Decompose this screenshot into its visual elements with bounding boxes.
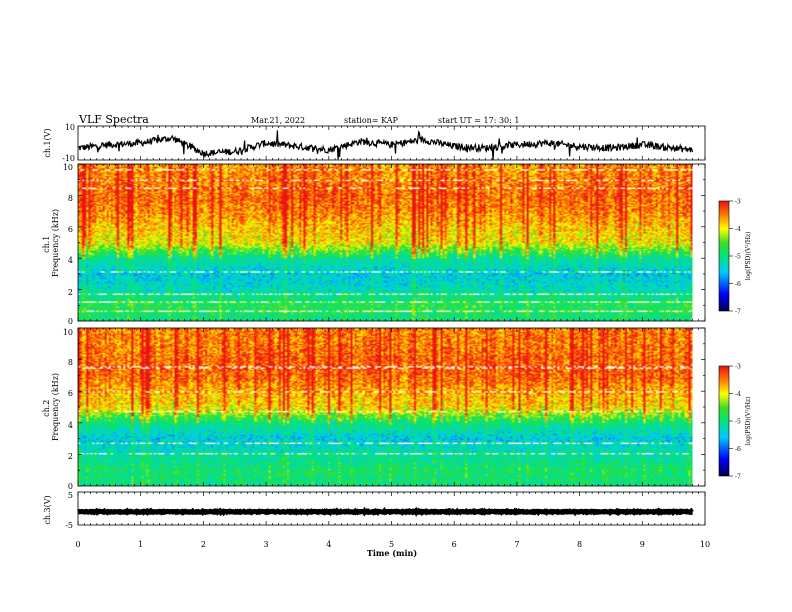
ch1-spectrogram-heatmap	[78, 164, 693, 321]
start-time-label: start UT = 17: 30: 1	[438, 116, 519, 125]
ch2-spectrogram-heatmap	[78, 328, 693, 486]
figure-title: VLF Spectra	[78, 113, 149, 126]
colorbar-tick-label: -5	[735, 419, 741, 426]
ch2-spec-ytick-4: 4	[68, 421, 73, 430]
ch1-spec-ytick-2: 2	[68, 288, 73, 297]
time-tick-label: 1	[138, 540, 143, 549]
ch2-spectrogram-panel: 0 2 4 6 8 10 ch.2 Frequency (kHz) -3 -4 -5…	[42, 327, 752, 491]
ch1-waveform-ticks	[77, 126, 706, 160]
ch3-waveform-ticks	[77, 492, 706, 525]
colorbar-tick-label: -6	[735, 446, 741, 453]
ch2-spec-ylabel-line2: Frequency (kHz)	[51, 373, 60, 441]
ch3-ytick-bottom: -5	[65, 521, 73, 530]
time-tick-label: 5	[389, 540, 394, 549]
time-tick-label: 6	[452, 540, 457, 549]
colorbar-tick-label: -3	[735, 199, 741, 206]
time-tick-label: 4	[326, 540, 331, 549]
colorbar-tick-label: -7	[735, 309, 741, 316]
time-tick-label: 2	[201, 540, 206, 549]
time-tick-label: 0	[75, 540, 80, 549]
ch1-spectrogram-ticks	[77, 163, 706, 322]
colorbar-tick-label: -4	[735, 226, 741, 233]
ch2-spec-ytick-0: 0	[68, 482, 73, 491]
time-tick-label: 8	[577, 540, 582, 549]
ch1-waveform-panel: 10 -10 ch.1(V)	[43, 123, 706, 163]
ch3-waveform-line	[77, 506, 694, 517]
ch1-waveform-ylabel: ch.1(V)	[43, 128, 52, 157]
ch2-spec-ytick-2: 2	[68, 452, 73, 461]
ch2-colorbar-ticks: -3 -4 -5 -6 -7	[729, 364, 741, 481]
ch1-spec-ytick-8: 8	[68, 194, 73, 203]
ch1-spec-ytick-10: 10	[63, 163, 73, 172]
colorbar-tick-label: -6	[735, 281, 741, 288]
ch3-waveform-frame	[77, 491, 706, 526]
ch1-ytick-bottom: -10	[62, 154, 75, 163]
ch1-spec-ylabel: ch.1 Frequency (kHz)	[42, 209, 60, 277]
colorbar-tick-label: -4	[735, 391, 741, 398]
colorbar-tick-label: -7	[735, 474, 741, 481]
date-label: Mar.21, 2022	[251, 116, 305, 125]
ch1-spec-ytick-6: 6	[68, 225, 73, 234]
ch2-colorbar-label: log(PSD)(V²/Hz)	[745, 397, 752, 446]
colorbar-tick-label: -3	[735, 364, 741, 371]
ch1-spec-ylabel-line2: Frequency (kHz)	[51, 209, 60, 277]
time-tick-label: 3	[264, 540, 269, 549]
time-tick-label: 7	[514, 540, 519, 549]
ch1-spec-ylabel-line1: ch.1	[42, 236, 51, 253]
ch2-spec-ytick-6: 6	[68, 389, 73, 398]
ch2-spec-ytick-8: 8	[68, 358, 73, 367]
colorbar-tick-label: -5	[735, 254, 741, 261]
ch2-spec-ytick-10: 10	[63, 328, 73, 337]
ch1-spectrogram-panel: 0 2 4 6 8 10 ch.1 Frequency (kHz) -3 -4 -5…	[42, 163, 752, 326]
ch1-colorbar	[719, 201, 729, 311]
time-axis-ticklabels: 0 1 2 3 4 5 6 7 8 9 10	[75, 540, 710, 549]
ch3-waveform-panel: 5 -5 ch.3(V) 0 1 2 3 4 5 6 7 8 9 10 Time (min)	[43, 491, 710, 558]
ch2-spec-ylabel: ch.2 Frequency (kHz)	[42, 373, 60, 441]
ch1-ytick-top: 10	[65, 123, 75, 132]
ch2-colorbar	[719, 366, 729, 476]
time-tick-label: 10	[700, 540, 710, 549]
ch1-spec-ytick-0: 0	[68, 317, 73, 326]
ch1-spec-ytick-4: 4	[68, 256, 73, 265]
time-tick-label: 9	[640, 540, 645, 549]
ch1-colorbar-ticks: -3 -4 -5 -6 -7	[729, 199, 741, 316]
ch3-ytick-top: 5	[68, 491, 73, 500]
time-axis-label: Time (min)	[367, 548, 417, 558]
station-label: station= KAP	[344, 116, 399, 125]
ch1-waveform-line	[77, 130, 694, 161]
ch3-waveform-ylabel: ch.3(V)	[43, 495, 52, 524]
ch1-colorbar-label: log(PSD)(V²/Hz)	[745, 232, 752, 281]
ch2-spectrogram-ticks	[77, 327, 706, 487]
ch2-spec-ylabel-line1: ch.2	[42, 400, 51, 417]
